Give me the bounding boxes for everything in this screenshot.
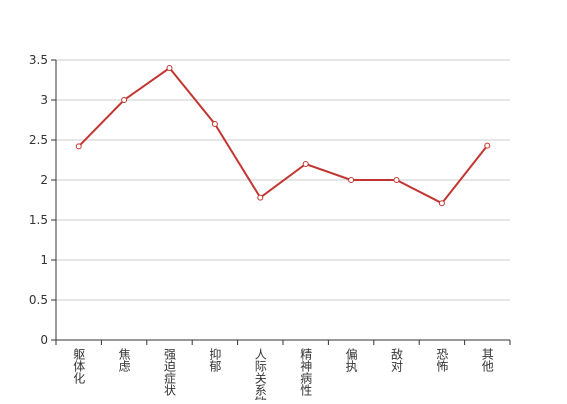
- x-tick-label: 偏执: [344, 347, 358, 373]
- y-tick-label: 1.5: [29, 213, 48, 227]
- y-tick-label: 2.5: [29, 133, 48, 147]
- x-tick-label: 人际关系敏感: [253, 348, 267, 400]
- point: [166, 65, 173, 71]
- y-tick-label: 3: [40, 93, 48, 107]
- y-tick-label: 0: [40, 333, 48, 347]
- point: [75, 143, 82, 150]
- point: [257, 194, 264, 201]
- x-tick-label: 强迫症状: [163, 348, 177, 396]
- point: [393, 177, 400, 183]
- y-tick-label: 2: [40, 173, 48, 187]
- x-tick-label: 敌对: [390, 347, 404, 372]
- point: [348, 177, 355, 183]
- point: [121, 97, 128, 103]
- x-tick-label: 焦虑: [117, 348, 131, 372]
- point: [211, 121, 218, 127]
- point: [438, 200, 445, 207]
- x-tick-label: 恐怖: [435, 348, 449, 372]
- y-tick-label: 0.5: [29, 293, 48, 307]
- y-tick-label: 3.5: [29, 53, 48, 67]
- x-tick-label: 精神病性: [299, 348, 313, 397]
- line: [77, 66, 489, 205]
- y-tick-label: 1: [40, 253, 48, 267]
- x-tick-label: 躯体化: [72, 347, 86, 385]
- x-tick-label: 抑郁: [208, 347, 222, 373]
- x-tick-label: 其他: [480, 348, 494, 372]
- point: [484, 142, 491, 149]
- point: [302, 161, 309, 167]
